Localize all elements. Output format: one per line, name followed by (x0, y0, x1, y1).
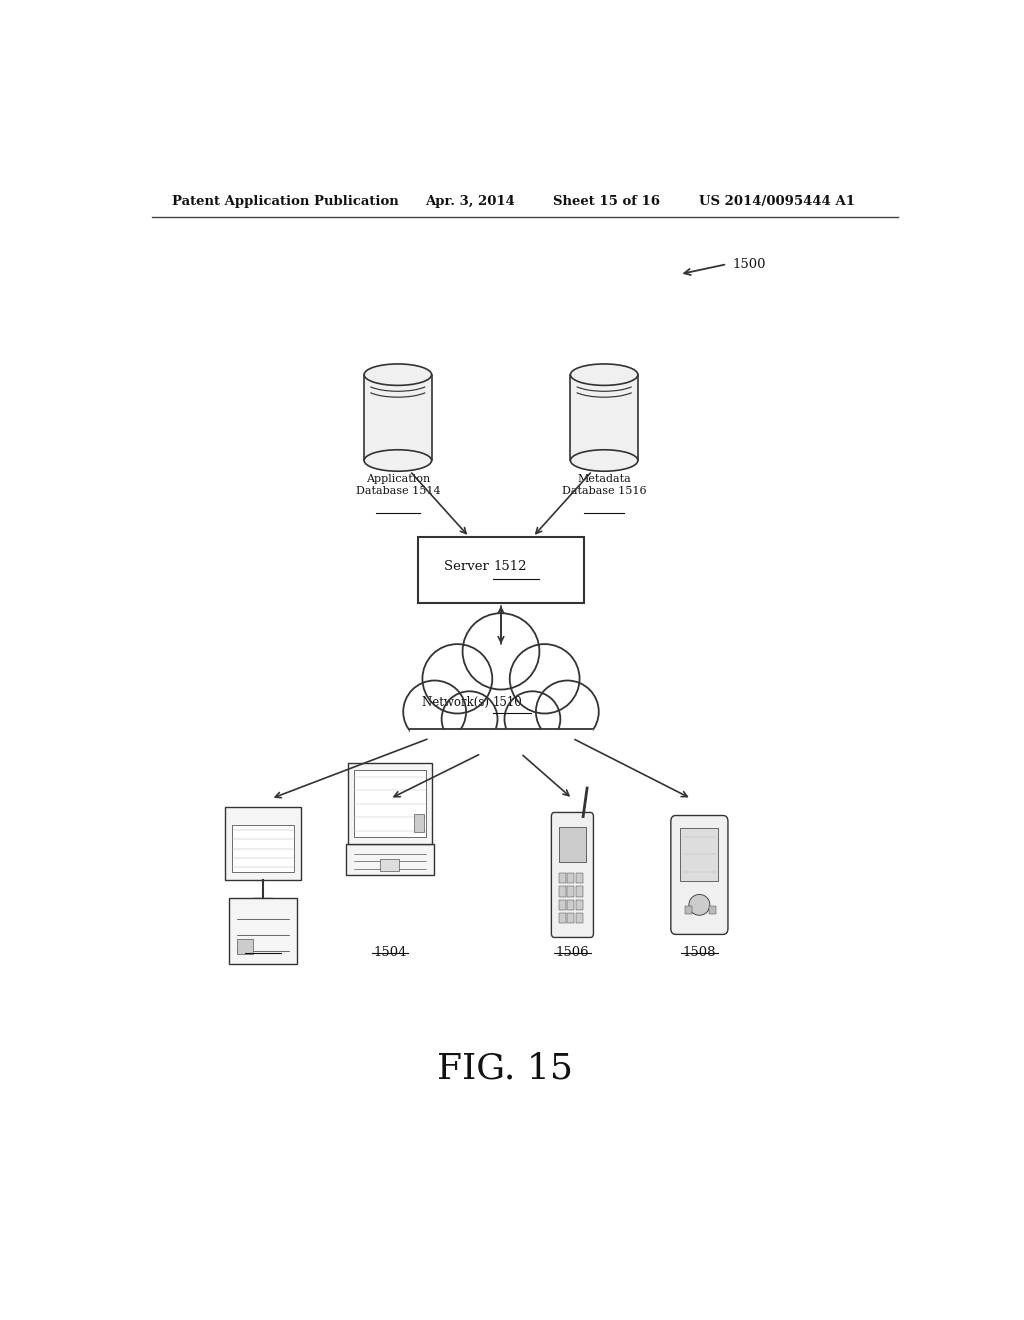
FancyBboxPatch shape (348, 763, 431, 845)
Bar (418, 537, 585, 603)
Bar (558, 913, 565, 923)
Bar (365, 375, 431, 461)
Bar (575, 913, 583, 923)
Text: US 2014/0095444 A1: US 2014/0095444 A1 (699, 194, 855, 207)
Bar (685, 907, 692, 915)
Text: 1502: 1502 (246, 946, 280, 960)
Text: 1506: 1506 (556, 946, 589, 960)
Ellipse shape (510, 644, 580, 714)
FancyBboxPatch shape (671, 816, 728, 935)
Bar (680, 828, 719, 880)
Ellipse shape (423, 644, 493, 714)
Bar (575, 887, 583, 896)
Text: FIG. 15: FIG. 15 (437, 1051, 573, 1085)
Bar (575, 900, 583, 909)
Ellipse shape (505, 692, 560, 747)
Bar (558, 900, 565, 909)
Ellipse shape (365, 364, 431, 385)
Bar (567, 887, 574, 896)
Bar (414, 814, 424, 833)
Bar (567, 873, 574, 883)
Bar (558, 887, 565, 896)
Text: Apr. 3, 2014: Apr. 3, 2014 (426, 194, 515, 207)
Ellipse shape (463, 614, 540, 689)
Text: 1504: 1504 (373, 946, 407, 960)
Bar (231, 825, 294, 873)
Bar (575, 873, 583, 883)
Text: Patent Application Publication: Patent Application Publication (172, 194, 398, 207)
Bar (558, 873, 565, 883)
Bar (567, 913, 574, 923)
Text: 1500: 1500 (733, 257, 766, 271)
Text: 1512: 1512 (494, 561, 526, 573)
FancyBboxPatch shape (225, 807, 301, 880)
Bar (567, 900, 574, 909)
FancyBboxPatch shape (551, 812, 594, 937)
FancyBboxPatch shape (229, 899, 297, 965)
Ellipse shape (689, 895, 710, 915)
Text: 1508: 1508 (683, 946, 716, 960)
Text: Metadata
Database 1516: Metadata Database 1516 (562, 474, 646, 495)
Text: 1510: 1510 (494, 696, 523, 709)
Ellipse shape (403, 681, 466, 743)
Bar (570, 375, 638, 461)
FancyBboxPatch shape (346, 845, 433, 875)
Text: Sheet 15 of 16: Sheet 15 of 16 (553, 194, 659, 207)
Bar (238, 939, 253, 954)
Ellipse shape (570, 364, 638, 385)
Ellipse shape (365, 450, 431, 471)
Text: Server: Server (444, 561, 494, 573)
Bar (558, 826, 587, 862)
Ellipse shape (441, 692, 498, 747)
Text: Network(s): Network(s) (422, 696, 494, 709)
Ellipse shape (570, 450, 638, 471)
Ellipse shape (536, 681, 599, 743)
Bar (353, 771, 426, 837)
Bar (709, 907, 716, 915)
Text: Application
Database 1514: Application Database 1514 (355, 474, 440, 495)
Bar (380, 859, 399, 871)
